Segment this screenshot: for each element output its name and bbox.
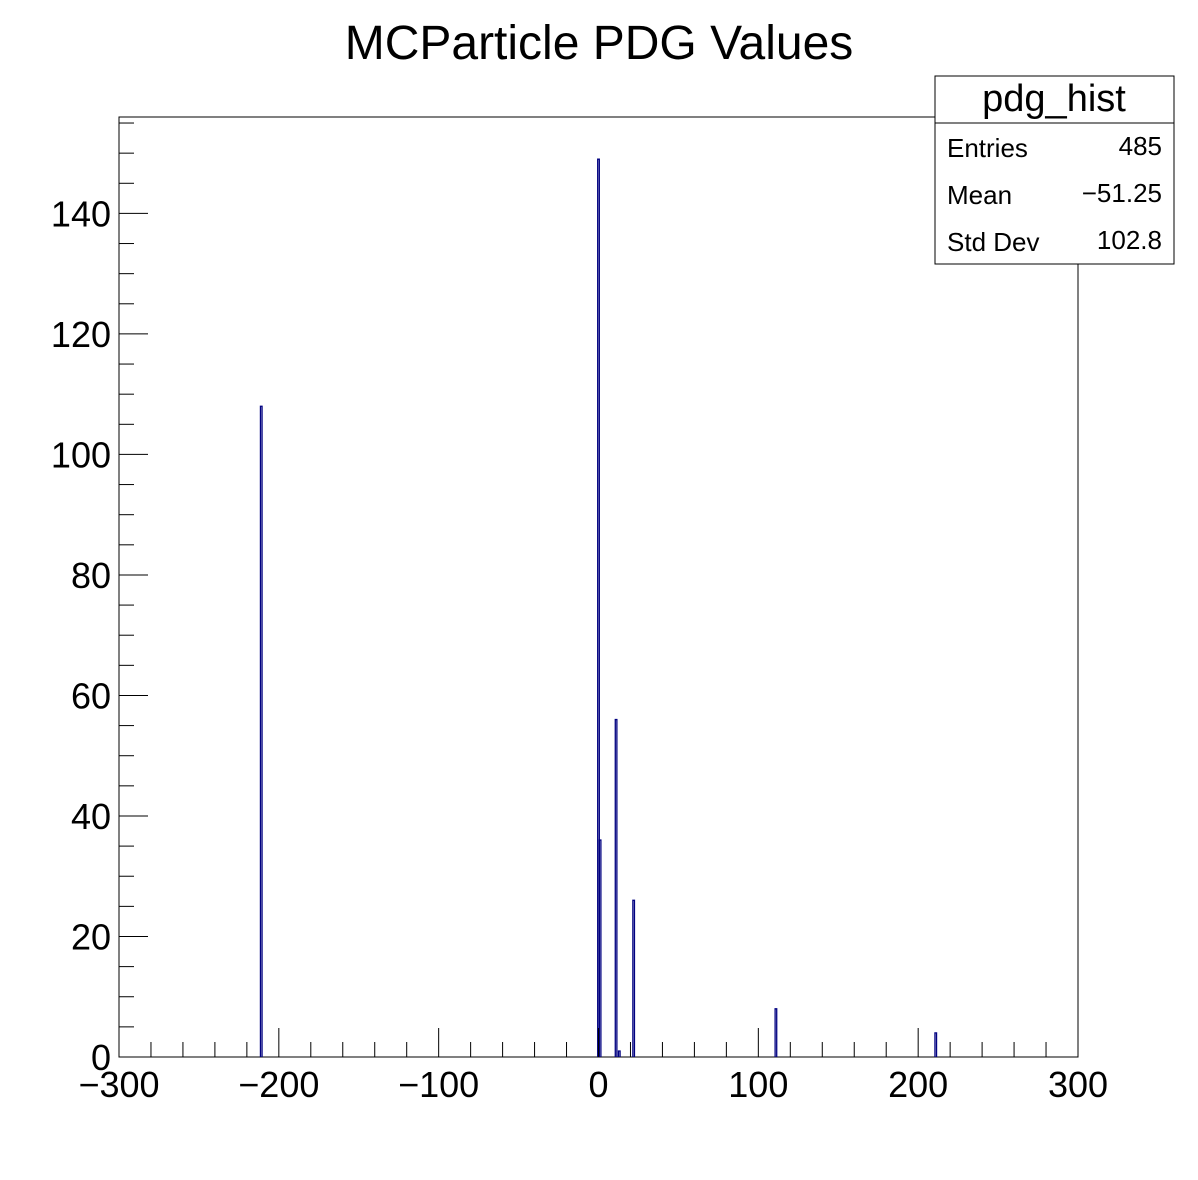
x-tick-label: 300 [1048, 1064, 1108, 1105]
chart-title: MCParticle PDG Values [345, 17, 854, 70]
x-tick-label: −300 [78, 1064, 159, 1105]
stats-mean-label: Mean [947, 180, 1012, 210]
y-tick-label: 140 [51, 193, 111, 234]
stats-entries-label: Entries [947, 133, 1028, 163]
histogram-bar [259, 405, 263, 1057]
histogram-bar [614, 718, 618, 1057]
y-tick-label: 100 [51, 434, 111, 475]
y-tick-label: 60 [71, 675, 111, 716]
y-tick-label: 120 [51, 314, 111, 355]
y-tick-label: 20 [71, 916, 111, 957]
x-tick-label: 200 [888, 1064, 948, 1105]
histogram-bar [598, 839, 602, 1057]
stats-mean-value: −51.25 [1082, 178, 1162, 208]
x-tick-label: −200 [238, 1064, 319, 1105]
y-tick-label: 80 [71, 555, 111, 596]
histogram-bar [774, 1008, 778, 1057]
x-axis: −300 −200 −100 0 100 200 300 [78, 1028, 1108, 1105]
stats-box-name: pdg_hist [982, 78, 1126, 120]
histogram-bar [934, 1032, 938, 1057]
x-tick-label: 100 [728, 1064, 788, 1105]
histogram-bars [259, 158, 938, 1057]
histogram-bar [597, 158, 600, 1057]
histogram-bar [632, 899, 636, 1057]
stats-box: pdg_hist Entries 485 Mean −51.25 Std Dev… [934, 75, 1175, 265]
plot-frame [118, 116, 1079, 1058]
stats-box-frame [934, 75, 1175, 265]
stats-entries-value: 485 [1119, 131, 1162, 161]
x-tick-label: 0 [588, 1064, 608, 1105]
histogram-bar [617, 1050, 621, 1057]
y-tick-label: 40 [71, 796, 111, 837]
y-axis: 0 20 40 60 80 100 120 140 [51, 122, 148, 1078]
stats-stddev-label: Std Dev [947, 227, 1040, 257]
y-tick-label: 0 [91, 1037, 111, 1078]
x-tick-label: −100 [398, 1064, 479, 1105]
stats-stddev-value: 102.8 [1097, 225, 1162, 255]
